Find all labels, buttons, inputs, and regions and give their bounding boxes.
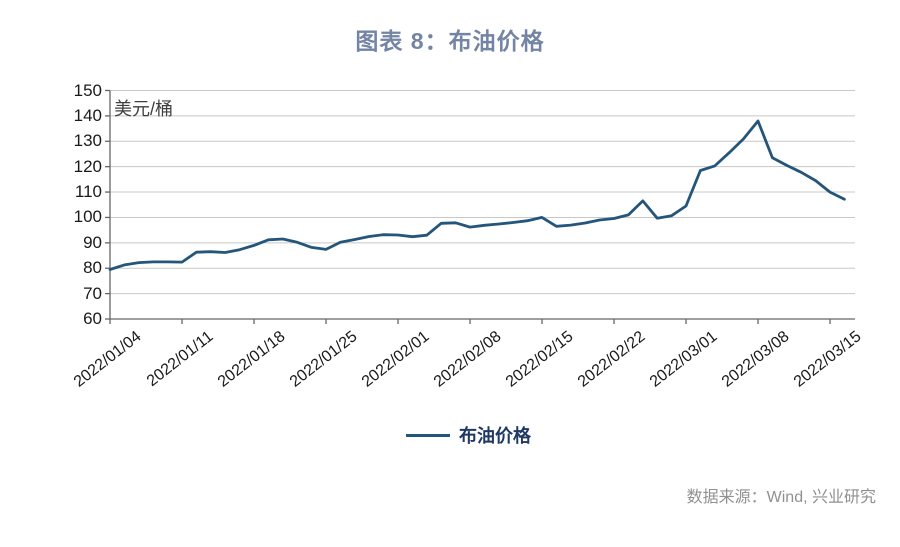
page-title: 图表 8：布油价格 xyxy=(355,28,545,54)
legend-series-label: 布油价格 xyxy=(459,426,531,446)
legend-line-swatch xyxy=(406,433,450,437)
price-line xyxy=(108,119,846,271)
y-axis-unit-label: 美元/桶 xyxy=(114,99,174,119)
legend: 布油价格 xyxy=(406,422,531,448)
data-source-note: 数据来源：Wind, 兴业研究 xyxy=(686,489,876,506)
